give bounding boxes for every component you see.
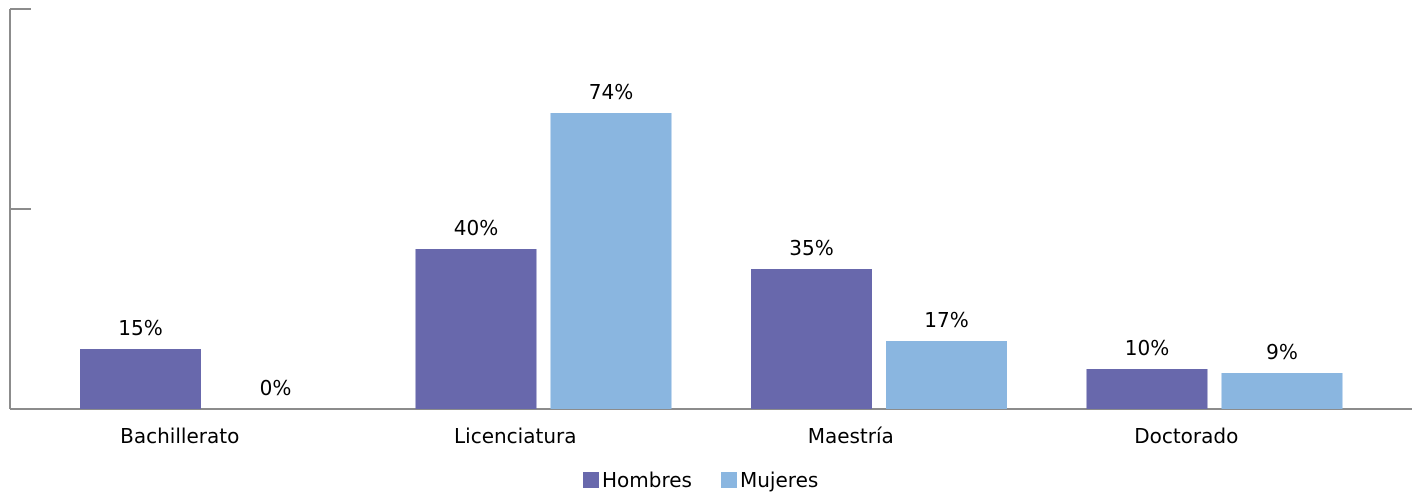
bar-hombres-doctorado bbox=[1086, 369, 1208, 409]
legend-label-mujeres: Mujeres bbox=[740, 468, 818, 492]
data-label-hombres-doctorado: 10% bbox=[1125, 336, 1169, 360]
data-label-hombres-maestría: 35% bbox=[789, 236, 833, 260]
bar-mujeres-doctorado bbox=[1221, 373, 1343, 409]
chart-axes bbox=[9, 8, 1412, 410]
data-label-mujeres-doctorado: 9% bbox=[1266, 340, 1298, 364]
bar-mujeres-licenciatura bbox=[550, 113, 672, 409]
category-label: Doctorado bbox=[1134, 424, 1238, 448]
data-label-hombres-bachillerato: 15% bbox=[118, 316, 162, 340]
data-label-mujeres-licenciatura: 74% bbox=[589, 80, 633, 104]
data-label-mujeres-maestría: 17% bbox=[924, 308, 968, 332]
bar-hombres-bachillerato bbox=[80, 349, 201, 409]
bar-mujeres-maestría bbox=[886, 341, 1007, 409]
chart-value-labels: 15% 0% 40% 74% 35% 17% 10% 9% bbox=[118, 80, 1298, 400]
bar-hombres-maestría bbox=[751, 269, 872, 409]
chart-legend: Hombres Mujeres bbox=[583, 468, 818, 492]
bar-hombres-licenciatura bbox=[415, 249, 537, 409]
data-label-hombres-licenciatura: 40% bbox=[454, 216, 498, 240]
legend-label-hombres: Hombres bbox=[602, 468, 692, 492]
category-label: Maestría bbox=[808, 424, 894, 448]
chart-bars bbox=[80, 113, 1343, 409]
chart-category-labels: Bachillerato Licenciatura Maestría Doctorad… bbox=[120, 424, 1238, 448]
category-label: Licenciatura bbox=[454, 424, 576, 448]
data-label-mujeres-bachillerato: 0% bbox=[260, 376, 292, 400]
legend-swatch-hombres bbox=[583, 472, 599, 488]
category-label: Bachillerato bbox=[120, 424, 239, 448]
legend-swatch-mujeres bbox=[721, 472, 737, 488]
